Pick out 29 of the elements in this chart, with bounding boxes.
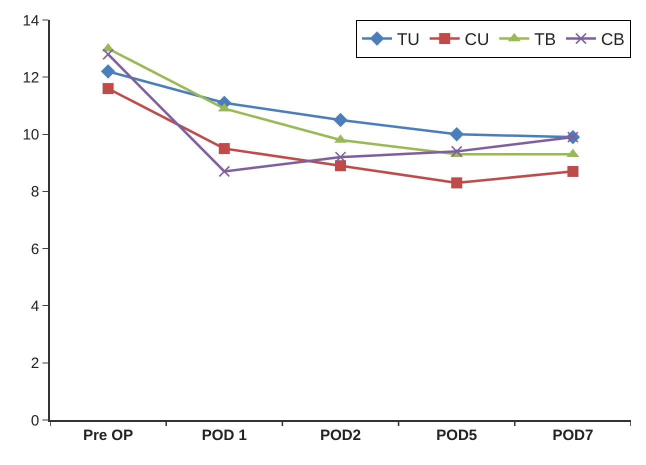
point xyxy=(334,151,346,163)
x-tick-label: POD2 xyxy=(320,426,361,444)
y-tick-label: 8 xyxy=(30,184,40,201)
point xyxy=(335,160,346,172)
y-tick-label: 4 xyxy=(30,298,40,315)
y-tick-label: 0 xyxy=(30,412,40,430)
y-tick-label: 14 xyxy=(22,12,40,30)
y-tick-label: 2 xyxy=(30,355,40,372)
legend-label: CU xyxy=(464,30,490,50)
legend-label: CB xyxy=(600,30,625,50)
point xyxy=(450,127,464,142)
point xyxy=(102,48,114,60)
legend-label: TB xyxy=(534,30,556,50)
point xyxy=(100,64,116,79)
x-tick-label: POD 1 xyxy=(202,426,247,444)
y-tick-label: 10 xyxy=(22,126,40,144)
point xyxy=(218,166,230,178)
point xyxy=(102,83,114,94)
y-tick-label: 6 xyxy=(30,240,40,258)
x-tick-label: POD7 xyxy=(552,426,594,444)
point xyxy=(218,143,230,154)
point xyxy=(450,146,462,158)
x-tick-label: POD5 xyxy=(436,426,478,444)
y-tick-label: 12 xyxy=(22,69,40,86)
point xyxy=(333,112,348,128)
point xyxy=(567,166,578,177)
x-tick-label: Pre OP xyxy=(83,426,134,444)
legend-label: TU xyxy=(397,30,420,50)
point xyxy=(451,177,462,188)
